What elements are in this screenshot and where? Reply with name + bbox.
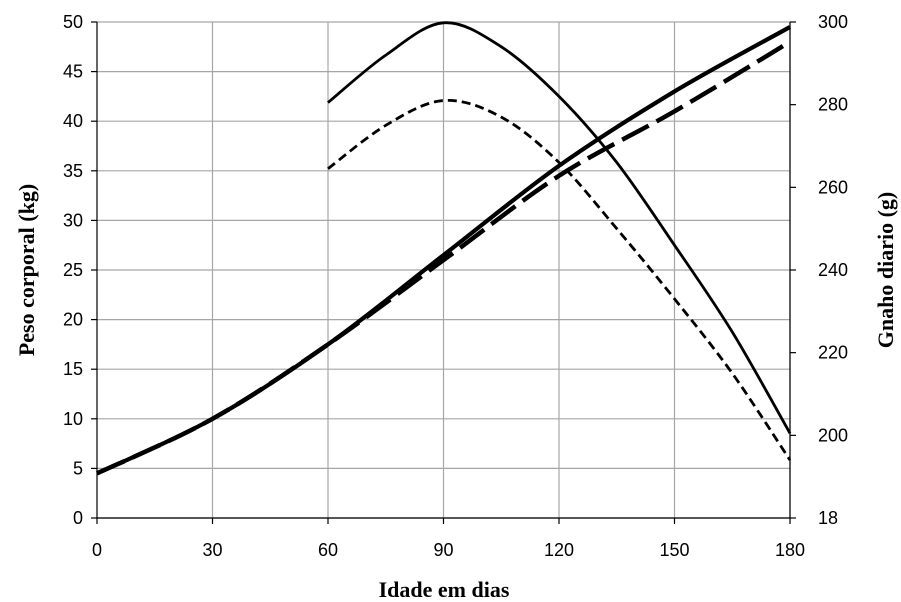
left-tick-label: 5 [73,458,83,478]
left-axis-title: Peso corporal (kg) [14,184,39,356]
right-tick-label: 240 [818,260,848,280]
right-axis-ticks: 18 200 220 240 260 280 300 [818,12,848,528]
left-tick-label: 10 [63,409,83,429]
grid-lines [97,21,791,519]
left-tick-label: 0 [73,508,83,528]
x-axis-ticks: 0 30 60 90 120 150 180 [92,540,805,560]
series-line-2-left [96,39,792,476]
right-tick-label: 260 [818,177,848,197]
left-tick-label: 40 [63,111,83,131]
series-line-4-right [327,99,792,461]
series-line-3-right [327,21,792,434]
left-tick-label: 35 [63,161,83,181]
x-tick-label: 120 [544,540,574,560]
left-tick-label: 20 [63,310,83,330]
x-tick-label: 180 [775,540,805,560]
x-axis-title: Idade em dias [379,577,510,602]
right-tick-label: 18 [818,508,838,528]
x-tick-label: 60 [318,540,338,560]
series [96,21,792,476]
right-axis-title: Gnaho diario (g) [873,192,898,348]
x-tick-label: 0 [92,540,102,560]
left-tick-label: 45 [63,62,83,82]
x-tick-label: 90 [433,540,453,560]
left-tick-label: 15 [63,359,83,379]
x-tick-label: 150 [659,540,689,560]
right-tick-label: 200 [818,425,848,445]
axes [91,21,796,524]
left-tick-label: 25 [63,260,83,280]
right-tick-label: 300 [818,12,848,32]
left-axis-ticks: 0 5 10 15 20 25 30 35 40 45 50 [63,12,83,528]
right-tick-label: 220 [818,343,848,363]
left-tick-label: 30 [63,210,83,230]
x-tick-label: 30 [202,540,222,560]
right-tick-label: 280 [818,95,848,115]
left-tick-label: 50 [63,12,83,32]
